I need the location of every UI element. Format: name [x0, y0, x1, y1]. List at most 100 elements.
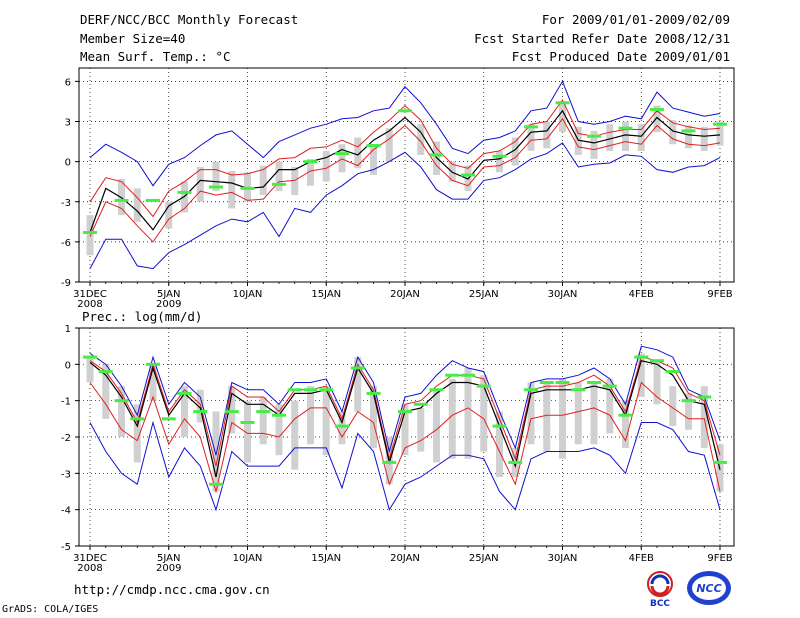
precip-spread-box: [86, 357, 94, 383]
temp-xtick-label: 30JAN: [548, 289, 578, 300]
temp-spread-box: [196, 166, 204, 202]
temp-xtick-label: 4FEB: [629, 289, 654, 300]
bcc-logo-text: BCC: [650, 599, 670, 608]
temp-spread-box: [527, 124, 535, 151]
temp-spread-box: [653, 105, 661, 133]
temp-xtick-label: 25JAN: [469, 289, 499, 300]
precip-spread-box: [700, 386, 708, 448]
precip-spread-box: [590, 382, 598, 445]
temp-ytick-label: 0: [65, 158, 71, 169]
precip-xtick-sublabel: 2008: [77, 563, 102, 574]
precip-spread-box: [149, 364, 157, 401]
temp-spread-box: [543, 121, 551, 149]
temp-xtick-sublabel: 2008: [77, 299, 102, 310]
temp-series-max: [89, 80, 721, 187]
precip-spread-box: [259, 397, 267, 445]
precip-spread-box: [291, 400, 299, 470]
forecast-start-date: Fcst Started Refer Date 2008/12/31: [474, 31, 730, 46]
precip-ytick-label: -5: [61, 542, 71, 553]
precip-spread-box: [401, 404, 409, 456]
precip-spread-box: [228, 386, 236, 434]
precip-panel-title: Prec.: log(mm/d): [82, 309, 202, 324]
precip-spread-box: [338, 411, 346, 445]
temp-ytick-label: 3: [65, 118, 71, 129]
precip-ytick-label: -1: [61, 397, 71, 408]
grads-credit: GrADS: COLA/IGES: [2, 604, 99, 615]
precip-spread-box: [417, 407, 425, 452]
precip-spread-box: [370, 386, 377, 448]
temp-spread-box: [700, 126, 708, 151]
precip-spread-box: [685, 393, 692, 430]
member-size: Member Size=40: [80, 31, 186, 46]
precip-spread-box: [307, 386, 314, 445]
precip-spread-box: [606, 378, 614, 434]
chart-title: DERF/NCC/BCC Monthly Forecast: [80, 12, 299, 27]
temp-ytick-label: -3: [61, 198, 71, 209]
temp-series-lower: [89, 117, 721, 243]
precip-spread-box: [212, 411, 220, 492]
temp-spread-box: [86, 215, 94, 256]
precip-spread-box: [637, 353, 645, 398]
precip-spread-box: [244, 400, 251, 463]
temp-spread-box: [606, 124, 614, 151]
temp-spread-box: [417, 124, 425, 155]
precip-ytick-label: -3: [61, 469, 71, 480]
precip-spread-box: [480, 375, 488, 452]
temp-spread-box: [716, 121, 724, 146]
temp-xtick-label: 15JAN: [311, 289, 341, 300]
temp-spread-box: [590, 130, 598, 159]
precip-xtick-label: 9FEB: [707, 553, 732, 564]
precip-xtick-label: 30JAN: [548, 553, 578, 564]
precip-spread-box: [653, 360, 661, 405]
temp-xtick-label: 5JAN: [157, 289, 180, 300]
temp-spread-box: [370, 145, 377, 175]
precip-ytick-label: -4: [61, 506, 71, 517]
temp-spread-box: [259, 165, 267, 196]
forecast-produced-date: Fcst Produced Date 2009/01/01: [511, 49, 730, 64]
precip-spread-box: [322, 386, 330, 456]
precip-spread-box: [354, 357, 362, 412]
precip-spread-box: [574, 382, 582, 445]
precip-xtick-label: 31DEC: [73, 553, 107, 564]
ncc-logo: NCC: [687, 571, 731, 605]
precip-spread-box: [496, 411, 503, 477]
temp-spread-box: [622, 121, 629, 151]
temp-xtick-sublabel: 2009: [156, 299, 181, 310]
precip-ytick-label: 0: [65, 360, 71, 371]
precip-xtick-label: 10JAN: [233, 553, 263, 564]
precip-series-min: [89, 420, 721, 512]
temp-spread-box: [496, 150, 503, 173]
precip-spread-box: [559, 378, 566, 459]
temp-ytick-label: -6: [61, 238, 71, 249]
variable-label: Mean Surf. Temp.: °C: [80, 49, 231, 64]
precip-spread-box: [669, 386, 677, 427]
bcc-logo: BCC: [647, 571, 673, 608]
precip-spread-box: [543, 382, 551, 452]
temp-series-min: [89, 142, 721, 270]
temp-spread-box: [385, 128, 393, 162]
precip-spread-box: [527, 382, 535, 445]
temp-spread-box: [291, 166, 299, 196]
temp-spread-box: [322, 150, 330, 182]
temp-ytick-label: 6: [65, 77, 71, 88]
precip-spread-box: [433, 389, 440, 463]
precip-series-lower: [89, 381, 721, 494]
temp-spread-box: [511, 137, 519, 166]
temp-spread-box: [307, 158, 314, 186]
temp-xtick-label: 9FEB: [707, 289, 732, 300]
precip-ytick-label: -2: [61, 433, 71, 444]
precip-ytick-label: 1: [65, 324, 71, 335]
temp-spread-box: [574, 126, 582, 155]
precip-spread-box: [118, 386, 125, 437]
temp-xtick-label: 10JAN: [233, 289, 263, 300]
footer-url[interactable]: http://cmdp.ncc.cma.gov.cn: [74, 582, 270, 597]
temp-spread-box: [669, 120, 677, 145]
precip-xtick-label: 20JAN: [390, 553, 420, 564]
precip-xtick-label: 15JAN: [311, 553, 341, 564]
temp-series-mean: [89, 109, 721, 233]
temp-spread-box: [559, 101, 566, 133]
precip-series-upper: [89, 356, 721, 467]
temp-spread-box: [212, 161, 220, 192]
precip-xtick-label: 25JAN: [469, 553, 499, 564]
